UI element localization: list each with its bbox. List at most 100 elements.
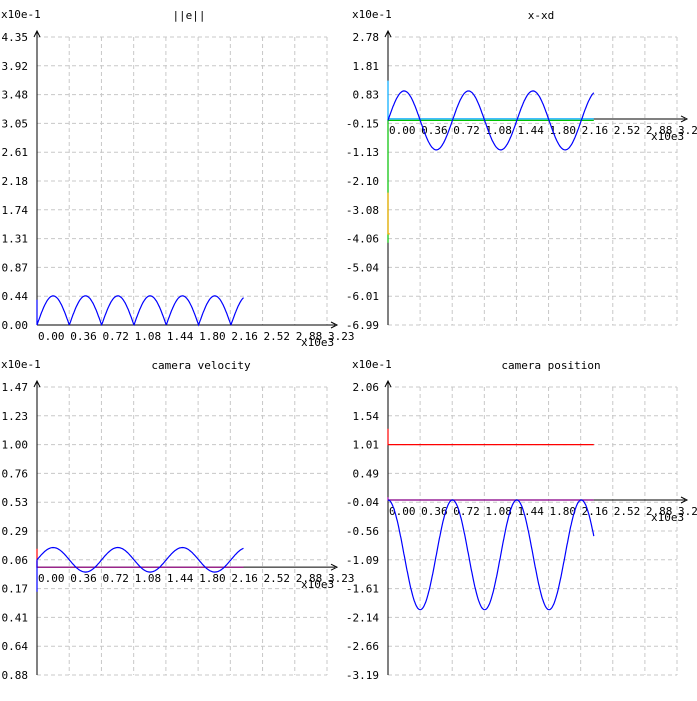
y-tick-label: -0.04 bbox=[346, 496, 379, 509]
x-scale-label: x10e3 bbox=[651, 130, 684, 143]
x-tick-label: 0.72 bbox=[102, 572, 129, 585]
x-tick-label: 1.80 bbox=[199, 572, 226, 585]
y-tick-label: 1.01 bbox=[353, 439, 380, 452]
y-tick-label: 1.23 bbox=[2, 410, 29, 423]
y-axis-arrow bbox=[384, 379, 392, 388]
chart-title: camera velocity bbox=[151, 359, 251, 372]
y-tick-label: -0.15 bbox=[346, 117, 379, 130]
x-axis-arrow bbox=[330, 321, 339, 329]
y-tick-label: -1.09 bbox=[346, 554, 379, 567]
series-line-1 bbox=[387, 428, 594, 446]
y-axis-arrow bbox=[33, 379, 41, 388]
y-tick-label: 1.81 bbox=[353, 60, 380, 73]
y-tick-label: 0.29 bbox=[2, 525, 29, 538]
x-tick-label: 1.80 bbox=[550, 124, 577, 137]
y-tick-label: 0.06 bbox=[2, 554, 29, 567]
x-tick-label: 2.16 bbox=[582, 505, 609, 518]
y-tick-label: -2.14 bbox=[346, 611, 379, 624]
y-tick-label: 0.76 bbox=[2, 467, 29, 480]
y-scale-label: x10e-1 bbox=[352, 8, 392, 21]
x-tick-label: 1.08 bbox=[135, 330, 162, 343]
x-tick-label: 2.52 bbox=[264, 572, 291, 585]
x-tick-label: 1.08 bbox=[485, 505, 512, 518]
x-tick-label: 2.52 bbox=[264, 330, 291, 343]
series-line-3 bbox=[387, 192, 390, 235]
y-tick-label: -1.13 bbox=[346, 146, 379, 159]
y-tick-label: 1.31 bbox=[2, 233, 29, 246]
y-tick-label: 2.61 bbox=[2, 146, 29, 159]
y-tick-label: -3.19 bbox=[346, 669, 379, 682]
y-tick-label: 0.00 bbox=[2, 319, 29, 332]
y-tick-label: -0.64 bbox=[0, 640, 28, 653]
y-tick-label: 1.00 bbox=[2, 439, 29, 452]
x-tick-label: 3.23 bbox=[328, 330, 355, 343]
x-tick-label: 1.44 bbox=[517, 124, 544, 137]
series-line-1 bbox=[387, 80, 594, 120]
y-scale-label: x10e-1 bbox=[1, 358, 41, 371]
x-scale-label: x10e3 bbox=[301, 336, 334, 349]
y-tick-label: -0.17 bbox=[0, 583, 28, 596]
y-tick-label: 3.48 bbox=[2, 89, 29, 102]
y-tick-label: -4.06 bbox=[346, 233, 379, 246]
y-tick-label: 3.05 bbox=[2, 117, 29, 130]
y-tick-label: -6.01 bbox=[346, 290, 379, 303]
series-line-3 bbox=[387, 497, 594, 501]
y-tick-label: -0.41 bbox=[0, 611, 28, 624]
x-tick-label: 3.23 bbox=[328, 572, 355, 585]
y-scale-label: x10e-1 bbox=[352, 358, 392, 371]
y-tick-label: -2.10 bbox=[346, 175, 379, 188]
x-tick-label: 0.36 bbox=[421, 505, 448, 518]
x-scale-label: x10e3 bbox=[301, 578, 334, 591]
y-tick-label: 0.87 bbox=[2, 261, 29, 274]
x-tick-label: 0.36 bbox=[70, 572, 97, 585]
y-tick-label: 0.83 bbox=[353, 89, 380, 102]
y-tick-label: 2.06 bbox=[353, 381, 380, 394]
x-tick-label: 1.08 bbox=[135, 572, 162, 585]
chart-title: camera position bbox=[501, 359, 600, 372]
y-tick-label: 0.53 bbox=[2, 496, 29, 509]
y-tick-label: 1.47 bbox=[2, 381, 29, 394]
x-tick-label: 2.88 bbox=[646, 124, 673, 137]
x-tick-label: 2.16 bbox=[582, 124, 609, 137]
x-tick-label: 0.00 bbox=[389, 124, 416, 137]
x-tick-label: 1.44 bbox=[167, 330, 194, 343]
y-tick-label: 2.18 bbox=[2, 175, 29, 188]
y-axis-arrow bbox=[384, 29, 392, 38]
y-tick-label: -0.88 bbox=[0, 669, 28, 682]
x-tick-label: 1.80 bbox=[199, 330, 226, 343]
x-tick-label: 0.72 bbox=[453, 124, 480, 137]
x-tick-label: 3.23 bbox=[678, 505, 697, 518]
x-tick-label: 2.52 bbox=[614, 124, 641, 137]
y-axis-arrow bbox=[33, 29, 41, 38]
y-tick-label: -6.99 bbox=[346, 319, 379, 332]
x-axis-arrow bbox=[680, 115, 689, 123]
x-tick-label: 0.00 bbox=[38, 572, 65, 585]
y-scale-label: x10e-1 bbox=[1, 8, 41, 21]
x-tick-label: 1.80 bbox=[550, 505, 577, 518]
series-line-4 bbox=[387, 90, 595, 151]
x-axis-arrow bbox=[680, 496, 689, 504]
x-tick-label: 0.00 bbox=[38, 330, 65, 343]
chart-panel-3: 1.47 1.23 1.00 0.76 0.53 0.29 0.06 -0.17 -0.41 -0… bbox=[0, 358, 355, 682]
y-tick-label: -3.08 bbox=[346, 204, 379, 217]
y-tick-label: 2.78 bbox=[353, 31, 380, 44]
chart-title: ||e|| bbox=[172, 9, 205, 22]
x-tick-label: 1.44 bbox=[167, 572, 194, 585]
series-line-4 bbox=[36, 546, 244, 592]
y-tick-label: 3.92 bbox=[2, 60, 29, 73]
x-scale-label: x10e3 bbox=[651, 511, 684, 524]
x-tick-label: 0.36 bbox=[421, 124, 448, 137]
x-tick-label: 3.23 bbox=[678, 124, 697, 137]
x-tick-label: 2.16 bbox=[231, 572, 257, 585]
x-tick-label: 0.72 bbox=[102, 330, 129, 343]
y-tick-label: 1.54 bbox=[353, 410, 380, 423]
chart-panel-1: 4.35 3.92 3.48 3.05 2.61 2.18 1.74 1.31 0.87 0.44… bbox=[1, 8, 355, 349]
y-tick-label: 0.49 bbox=[353, 467, 380, 480]
series-line-1 bbox=[36, 295, 244, 327]
y-tick-label: -1.61 bbox=[346, 583, 379, 596]
y-tick-label: 1.74 bbox=[2, 204, 29, 217]
x-tick-label: 2.88 bbox=[646, 505, 673, 518]
y-tick-label: -2.66 bbox=[346, 640, 379, 653]
y-tick-label: -0.56 bbox=[346, 525, 379, 538]
